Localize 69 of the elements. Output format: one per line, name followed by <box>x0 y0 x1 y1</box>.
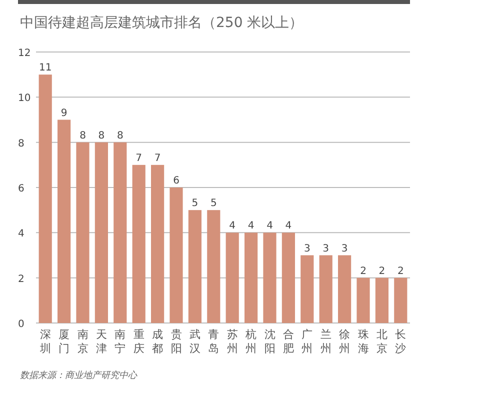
data-label: 3 <box>304 243 310 254</box>
data-label: 2 <box>378 266 386 277</box>
bar <box>319 255 332 323</box>
x-tick-label: 天津 <box>96 328 107 355</box>
y-tick-label: 0 <box>18 319 24 330</box>
x-tick-label: 深圳 <box>38 328 51 355</box>
x-tick-label: 青岛 <box>208 328 220 355</box>
data-label: 5 <box>192 198 198 210</box>
data-label: 4 <box>248 220 254 232</box>
x-tick-label: 长沙 <box>395 328 406 355</box>
y-tick-label: 8 <box>18 138 24 150</box>
y-tick-label: 2 <box>18 274 24 285</box>
data-label: 4 <box>266 220 273 232</box>
data-label: 4 <box>285 220 292 232</box>
bar <box>188 210 202 323</box>
data-label: 8 <box>98 130 105 142</box>
data-label: 6 <box>173 176 180 186</box>
x-tick-label: 沈阳 <box>264 328 276 355</box>
bar <box>170 188 183 323</box>
x-tick-label: 南宁 <box>114 328 126 355</box>
bar <box>114 142 127 323</box>
bar <box>375 278 388 323</box>
x-tick-label: 广州 <box>302 328 313 355</box>
source-note: 数据来源：商业地产研究中心 <box>20 370 138 381</box>
data-label: 11 <box>38 62 52 74</box>
data-label: 8 <box>80 130 86 142</box>
bar <box>394 278 408 323</box>
data-label: 4 <box>229 220 236 232</box>
bar <box>94 142 108 323</box>
y-tick-label: 12 <box>18 48 31 59</box>
bar <box>282 232 295 323</box>
data-label: 2 <box>397 266 404 277</box>
x-tick-label: 合肥 <box>282 328 294 355</box>
data-label: 8 <box>116 130 124 142</box>
x-tick-label: 杭州 <box>244 328 257 355</box>
x-tick-label: 徐州 <box>339 328 350 355</box>
x-tick-label: 南京 <box>77 328 88 355</box>
bar <box>263 232 276 323</box>
data-label: 5 <box>210 198 217 210</box>
bar <box>338 255 352 323</box>
bar <box>207 210 220 323</box>
x-tick-label: 武汉 <box>189 328 200 355</box>
y-tick-label: 4 <box>18 228 24 240</box>
data-label: 7 <box>136 152 142 164</box>
x-tick-label: 成都 <box>152 328 164 355</box>
y-tick-label: 10 <box>18 93 31 104</box>
x-tick-label: 珠海 <box>358 328 369 355</box>
y-tick-label: 6 <box>18 184 24 194</box>
x-tick-label: 贵阳 <box>170 328 182 355</box>
data-label: 3 <box>322 243 330 254</box>
data-label: 2 <box>360 266 366 277</box>
data-label: 9 <box>60 108 68 119</box>
bar <box>151 164 164 323</box>
x-tick-label: 苏州 <box>226 328 238 355</box>
x-tick-label: 兰州 <box>320 328 332 355</box>
bar <box>226 232 239 323</box>
bar <box>244 232 258 323</box>
bar <box>300 255 314 323</box>
data-label: 3 <box>341 243 348 254</box>
chart-title: 中国待建超高层建筑城市排名（250 米以上） <box>20 15 304 31</box>
bar <box>58 120 71 323</box>
x-tick-label: 重庆 <box>133 328 144 355</box>
bar <box>132 164 146 323</box>
data-label: 7 <box>154 152 161 164</box>
x-tick-label: 北京 <box>376 328 388 355</box>
bar <box>76 142 90 323</box>
x-tick-label: 厦门 <box>58 328 70 355</box>
bar <box>356 278 370 323</box>
bar <box>38 74 52 323</box>
